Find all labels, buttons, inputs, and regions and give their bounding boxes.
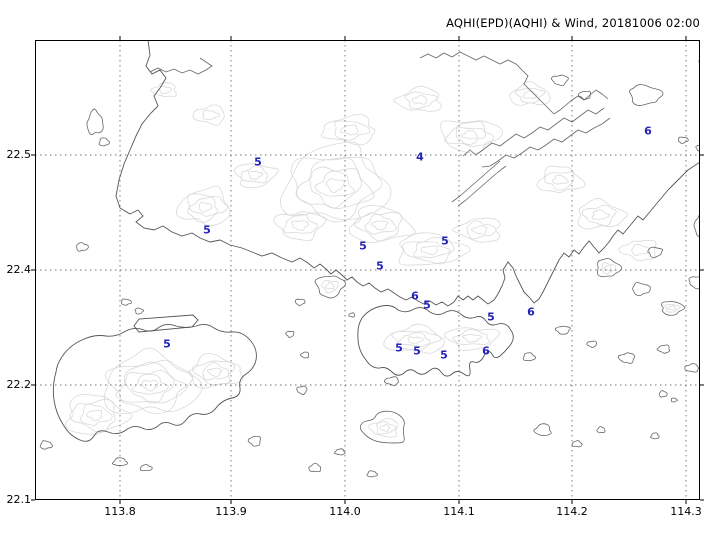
station-aqhi-value: 6	[527, 305, 535, 319]
station-aqhi-value: 5	[487, 310, 495, 324]
island-outline	[554, 325, 571, 335]
island-outline	[140, 464, 153, 472]
station-aqhi-value: 5	[163, 337, 171, 351]
island-outline	[656, 344, 671, 354]
island-outline	[658, 390, 668, 398]
island-outline	[134, 307, 144, 315]
island-outline	[629, 84, 664, 106]
island-outline	[76, 242, 89, 252]
island-outline	[348, 312, 356, 318]
island-outline	[296, 385, 308, 395]
island-outline	[334, 448, 346, 456]
x-axis-tick-label: 113.8	[104, 505, 136, 518]
island-outline	[698, 58, 700, 65]
y-axis-tick-label: 22.1	[6, 493, 32, 506]
island-outline	[299, 351, 309, 359]
island-outline	[577, 90, 591, 100]
island-outline	[384, 376, 399, 386]
island-outline	[121, 298, 132, 306]
station-aqhi-value: 5	[254, 155, 262, 169]
station-aqhi-value: 5	[441, 234, 449, 248]
x-axis-tick-label: 114.0	[329, 505, 361, 518]
island-outline	[551, 74, 569, 86]
station-aqhi-value: 5	[203, 223, 211, 237]
y-axis-tick-label: 22.4	[6, 263, 32, 276]
island-outline	[695, 144, 700, 152]
island-outline	[247, 435, 261, 447]
island-outline	[586, 340, 598, 348]
station-aqhi-value: 6	[482, 344, 490, 358]
island-outline	[571, 440, 583, 448]
map-title: AQHI(EPD)(AQHI) & Wind, 20181006 02:00	[446, 16, 700, 30]
station-aqhi-value: 5	[395, 341, 403, 355]
island-outline	[294, 298, 306, 306]
island-outline	[596, 426, 606, 434]
coastline-mainland	[115, 40, 700, 307]
coastline-hk-island	[357, 305, 514, 377]
island-outline	[650, 432, 660, 440]
station-aqhi-value: 5	[359, 239, 367, 253]
station-aqhi-value: 6	[644, 124, 652, 138]
island-outline	[39, 440, 53, 450]
island-outline	[661, 301, 686, 316]
island-outline	[693, 211, 700, 238]
island-outline	[285, 330, 295, 338]
island-outline	[597, 257, 623, 278]
island-outline	[533, 423, 552, 436]
island-outline	[670, 397, 678, 403]
station-aqhi-value: 5	[423, 298, 431, 312]
gridlines	[35, 40, 700, 500]
station-aqhi-value: 5	[413, 344, 421, 358]
coastline-northeast	[419, 51, 609, 115]
island-outline	[522, 352, 537, 362]
island-outline	[359, 410, 405, 444]
island-outline	[366, 470, 378, 478]
y-axis-tick-label: 22.2	[6, 378, 32, 391]
island-outline	[86, 108, 104, 136]
x-axis-tick-label: 113.9	[215, 505, 247, 518]
y-axis-tick-label: 22.5	[6, 148, 32, 161]
island-outline	[98, 137, 111, 147]
island-outline	[617, 352, 635, 364]
station-aqhi-value: 5	[376, 259, 384, 273]
x-axis-tick-label: 114.1	[443, 505, 475, 518]
coastline-channel	[451, 160, 507, 207]
island-outline	[111, 457, 128, 467]
coastline	[52, 40, 700, 442]
coastline-border-river	[149, 57, 213, 75]
station-aqhi-value: 5	[440, 348, 448, 362]
plot-frame	[35, 40, 700, 500]
station-aqhi-value: 6	[411, 289, 419, 303]
x-axis-tick-label: 114.3	[670, 505, 702, 518]
coastline-tolo-upper	[462, 107, 605, 157]
coastline-tolo-lower	[481, 117, 611, 168]
island-outline	[647, 246, 664, 258]
island-outline	[688, 276, 700, 290]
station-aqhi-value: 4	[416, 150, 424, 164]
axis-tick-marks	[31, 36, 704, 504]
island-outline	[314, 275, 346, 299]
island-outline	[684, 363, 699, 373]
x-axis-tick-label: 114.2	[556, 505, 588, 518]
coastline-airport-island	[133, 314, 199, 333]
island-outline	[678, 136, 689, 144]
island-outline	[632, 282, 651, 296]
island-outline	[308, 463, 322, 473]
